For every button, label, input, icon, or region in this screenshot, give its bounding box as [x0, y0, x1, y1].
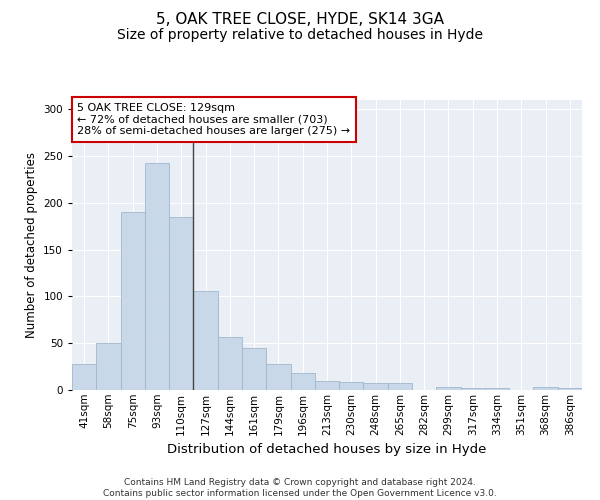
Text: 5, OAK TREE CLOSE, HYDE, SK14 3GA: 5, OAK TREE CLOSE, HYDE, SK14 3GA — [156, 12, 444, 28]
Bar — [533, 387, 558, 390]
Bar — [218, 336, 242, 390]
Bar — [461, 388, 485, 390]
Bar — [339, 382, 364, 390]
Bar — [242, 348, 266, 390]
Text: 5 OAK TREE CLOSE: 129sqm
← 72% of detached houses are smaller (703)
28% of semi-: 5 OAK TREE CLOSE: 129sqm ← 72% of detach… — [77, 103, 350, 136]
Bar — [364, 382, 388, 390]
Bar — [315, 380, 339, 390]
Y-axis label: Number of detached properties: Number of detached properties — [25, 152, 38, 338]
Bar — [485, 388, 509, 390]
X-axis label: Distribution of detached houses by size in Hyde: Distribution of detached houses by size … — [167, 443, 487, 456]
Text: Size of property relative to detached houses in Hyde: Size of property relative to detached ho… — [117, 28, 483, 42]
Bar — [193, 291, 218, 390]
Bar — [290, 373, 315, 390]
Bar — [72, 364, 96, 390]
Bar — [436, 387, 461, 390]
Bar — [96, 343, 121, 390]
Bar — [558, 388, 582, 390]
Bar — [169, 217, 193, 390]
Text: Contains HM Land Registry data © Crown copyright and database right 2024.
Contai: Contains HM Land Registry data © Crown c… — [103, 478, 497, 498]
Bar — [145, 162, 169, 390]
Bar — [388, 382, 412, 390]
Bar — [121, 212, 145, 390]
Bar — [266, 364, 290, 390]
